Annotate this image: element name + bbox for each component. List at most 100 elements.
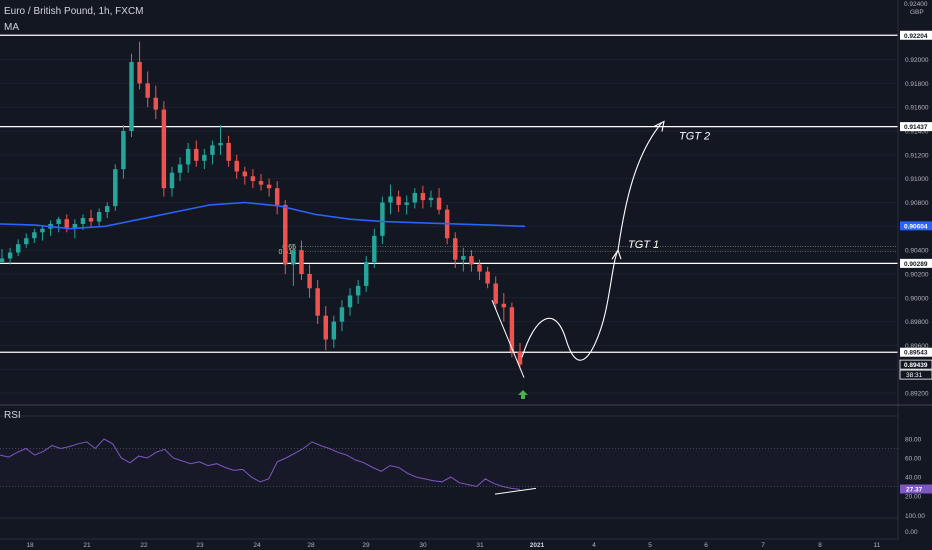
price-axis[interactable]: 0.92400GBP0.920000.918000.916000.914000.…	[897, 0, 932, 540]
rsi-tick: 40.00	[905, 475, 922, 482]
candle-body	[258, 181, 264, 185]
rsi-tick: 20.00	[905, 494, 922, 501]
candle-body	[388, 196, 393, 203]
price-label-box	[900, 221, 932, 231]
ma-label[interactable]: MA	[4, 22, 19, 33]
candle-body	[40, 228, 45, 233]
price-tick: 0.89600	[905, 343, 929, 350]
candle-body	[121, 131, 126, 170]
candle-body	[234, 160, 239, 172]
candle-body	[477, 264, 482, 272]
price-tick: 0.89800	[905, 319, 929, 326]
price-tick: 0.91000	[905, 176, 929, 183]
time-axis[interactable]: 18 21 22 23 24 28 29 30 31 2021 4 5 6 7 8 11	[0, 538, 898, 549]
candle-body	[72, 223, 78, 229]
projection-path: TGT 1 TGT 2	[491, 120, 710, 399]
rsi-label[interactable]: RSI	[4, 410, 21, 421]
candle-body	[315, 288, 320, 316]
candle-body	[283, 204, 288, 265]
candle-body	[453, 238, 458, 260]
target-1-arrowhead	[611, 248, 622, 260]
projection-curve	[521, 122, 663, 361]
candle-body	[145, 83, 150, 98]
candle-body	[185, 148, 191, 165]
time-tick: 6	[704, 542, 708, 549]
candle-body	[363, 262, 369, 286]
price-tick: 0.90400	[905, 248, 929, 255]
horizontal-levels	[0, 34, 898, 353]
time-tick: 29	[362, 542, 370, 549]
time-tick: 28	[307, 542, 315, 549]
rsi-trendline	[494, 487, 537, 495]
candle-body	[177, 164, 183, 173]
price-tick: 0.90000	[905, 295, 929, 302]
time-tick: 30	[419, 542, 427, 549]
rsi-tick: 80.00	[905, 437, 922, 444]
candle-body	[299, 250, 304, 274]
price-tick: 0.91600	[905, 105, 929, 112]
candle-body	[169, 172, 175, 189]
time-tick: 18	[26, 542, 34, 549]
price-label-box	[900, 30, 932, 40]
rsi-band	[0, 448, 898, 487]
time-tick: 5	[648, 542, 652, 549]
candle-body	[404, 202, 409, 205]
candle-body	[64, 219, 69, 229]
candle-body	[96, 212, 102, 222]
price-label-box	[899, 359, 932, 370]
price-tick: 0.92000	[905, 57, 929, 64]
candle-body	[0, 258, 5, 263]
time-tick: 4	[592, 542, 596, 549]
candle-body	[493, 283, 498, 304]
moving-average-line	[0, 201, 526, 230]
candle-body	[517, 351, 523, 365]
time-tick: 7	[761, 542, 765, 549]
price-label: 0.89439	[904, 362, 928, 369]
candle-body	[88, 217, 94, 222]
candle-body	[420, 192, 426, 201]
candle-body	[274, 188, 280, 205]
price-tick: 0.91800	[905, 81, 929, 88]
candle-body	[32, 232, 37, 239]
tgt-2-label: TGT 2	[679, 130, 710, 142]
candle-body	[226, 142, 231, 161]
candle-body	[412, 192, 418, 203]
candle-body	[428, 197, 434, 201]
candle-body	[194, 148, 199, 161]
price-label: 0.90604	[904, 223, 928, 230]
candle-body	[485, 271, 490, 284]
candle-body	[509, 307, 515, 352]
price-label: 0.91437	[904, 124, 928, 131]
price-label: 0.92204	[904, 33, 928, 40]
rsi-line	[0, 438, 521, 490]
target-2-arrowhead	[653, 120, 665, 132]
candle-body	[202, 154, 207, 161]
candle-body	[129, 61, 134, 132]
price-tick: 0.89200	[905, 391, 929, 398]
currency-label: GBP	[910, 9, 924, 16]
rsi-panel: 80.00 60.00 40.00 20.00 100.00 0.00 27.37	[0, 404, 932, 536]
time-tick: 31	[476, 542, 484, 549]
candle-body	[331, 321, 337, 340]
candle-body	[104, 206, 110, 213]
time-tick: 21	[83, 542, 91, 549]
candle-body	[218, 142, 223, 146]
time-tick: 22	[140, 542, 148, 549]
candle-body	[80, 217, 86, 224]
price-label: 0.89543	[904, 350, 928, 357]
countdown-box	[899, 369, 932, 380]
price-label-box	[900, 122, 932, 132]
candle-body	[56, 219, 61, 224]
price-tick: 0.92400	[904, 1, 928, 8]
candle-body	[291, 250, 296, 265]
candle-body	[380, 202, 385, 236]
rsi-value-box	[900, 484, 932, 494]
countdown-label: 38:31	[906, 372, 923, 379]
candle-body	[347, 295, 353, 308]
candle-body	[266, 184, 272, 189]
candle-body	[250, 176, 256, 182]
time-tick: 8	[818, 542, 822, 549]
price-tick: 0.90200	[905, 271, 929, 278]
